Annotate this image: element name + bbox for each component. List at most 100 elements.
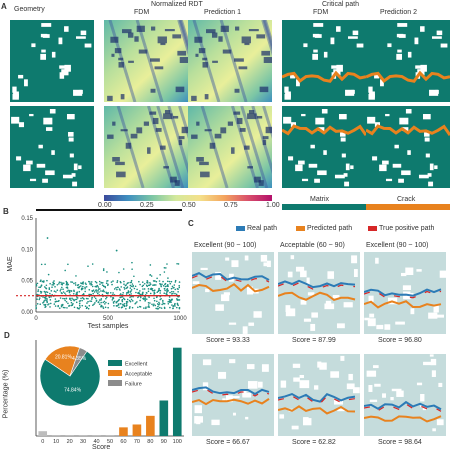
scatter-point	[166, 284, 169, 287]
scatter-point	[78, 307, 80, 310]
scatter-point	[149, 274, 151, 276]
scatter-point	[147, 284, 150, 287]
scatter-point	[149, 302, 151, 304]
scatter-point	[39, 303, 42, 306]
scatter-point	[119, 293, 122, 295]
scatter-point	[174, 292, 176, 295]
scatter-point	[162, 299, 164, 302]
pie-slice-1	[44, 345, 81, 377]
scatter-point	[174, 288, 177, 291]
scatter-point	[143, 307, 145, 309]
scatter-point	[74, 298, 76, 301]
pie-legend-swatch-0	[108, 360, 122, 366]
scatter-point	[123, 305, 126, 308]
panel-a-tile-0-3	[282, 20, 366, 102]
scatter-point	[141, 285, 144, 288]
hist-xtick-0: 0	[41, 439, 44, 445]
scatter-point	[65, 300, 68, 303]
scatter-point	[175, 293, 178, 296]
scatter-point	[174, 281, 177, 283]
scatter-point	[149, 264, 152, 266]
scatter-point	[170, 293, 173, 295]
scatter-point	[57, 304, 60, 307]
scatter-point	[48, 296, 51, 299]
scatter-point	[135, 302, 137, 304]
scatter-point	[66, 286, 69, 289]
scatter-point	[80, 285, 82, 287]
scatter-point	[169, 306, 171, 309]
hist-xtick-9: 90	[161, 439, 167, 445]
scatter-point	[153, 292, 156, 295]
scatter-point	[155, 307, 157, 310]
scatter-point	[136, 301, 138, 303]
scatter-point	[48, 287, 51, 289]
scatter-point	[145, 298, 148, 300]
scatter-point	[145, 284, 148, 287]
hist-bar-10	[51, 435, 61, 436]
scatter-point	[71, 281, 74, 283]
scatter-point	[113, 300, 116, 303]
scatter-point	[178, 306, 181, 309]
scatter-ytick-2: 0.05	[21, 279, 33, 285]
scatter-point	[60, 288, 62, 291]
scatter-point	[159, 306, 161, 309]
scatter-point	[99, 283, 101, 285]
scatter-point	[149, 283, 152, 285]
scatter-point	[178, 281, 181, 283]
scatter-point	[176, 262, 178, 265]
scatter-point	[43, 296, 46, 299]
scatter-point	[125, 284, 128, 286]
hist-bar-20	[65, 435, 74, 436]
crack-legend-swatch	[366, 204, 450, 210]
scatter-point	[86, 302, 88, 304]
scatter-point	[160, 307, 163, 309]
scatter-point	[91, 290, 93, 292]
scatter-point	[157, 305, 159, 308]
scatter-point	[118, 306, 120, 309]
scatter-point	[100, 281, 103, 284]
scatter-point	[60, 304, 63, 306]
scatter-point	[84, 282, 87, 284]
scatter-point	[79, 306, 81, 308]
scatter-point	[156, 303, 159, 305]
scatter-point	[173, 284, 176, 286]
scatter-point	[94, 297, 97, 300]
scatter-point	[139, 283, 141, 286]
scatter-point	[77, 286, 79, 289]
panel-c-tile-title-2: Excellent (90 ~ 100)	[366, 242, 429, 249]
hist-xtick-5: 50	[107, 439, 113, 445]
scatter-ytick-0: 0.15	[21, 216, 33, 222]
scatter-point	[101, 293, 104, 296]
scatter-point	[141, 281, 144, 283]
scatter-point	[66, 307, 68, 309]
hist-bar-50	[105, 435, 115, 436]
scatter-point	[64, 299, 66, 302]
scatter-point	[147, 288, 150, 290]
panel-c-tile-score-3: Score = 66.67	[206, 439, 250, 446]
scatter-ytick-3: 0.00	[21, 310, 33, 316]
panel-a-tile-0-2	[188, 20, 272, 102]
scatter-point	[146, 279, 149, 282]
scatter-point	[105, 297, 107, 300]
scatter-point	[149, 288, 152, 290]
scatter-point	[169, 291, 171, 294]
scatter-point	[143, 298, 145, 301]
scatter-point	[164, 285, 167, 288]
scatter-point	[70, 290, 72, 292]
scatter-point	[139, 290, 141, 292]
pie-slice-0	[39, 350, 101, 407]
scatter-point	[40, 263, 43, 266]
scatter-point	[151, 289, 154, 292]
scatter-point	[174, 305, 176, 307]
panel-c-tile-title-1: Acceptable (60 ~ 90)	[280, 242, 345, 249]
scatter-point	[172, 307, 174, 310]
scatter-point	[81, 304, 84, 307]
scatter-point	[168, 280, 171, 283]
scatter-point	[75, 301, 78, 304]
scatter-point	[96, 292, 99, 295]
scatter-point	[107, 302, 110, 305]
scatter-point	[43, 290, 46, 293]
hist-xtick-8: 80	[147, 439, 153, 445]
scatter-point	[130, 293, 132, 295]
scatter-point	[162, 301, 164, 303]
